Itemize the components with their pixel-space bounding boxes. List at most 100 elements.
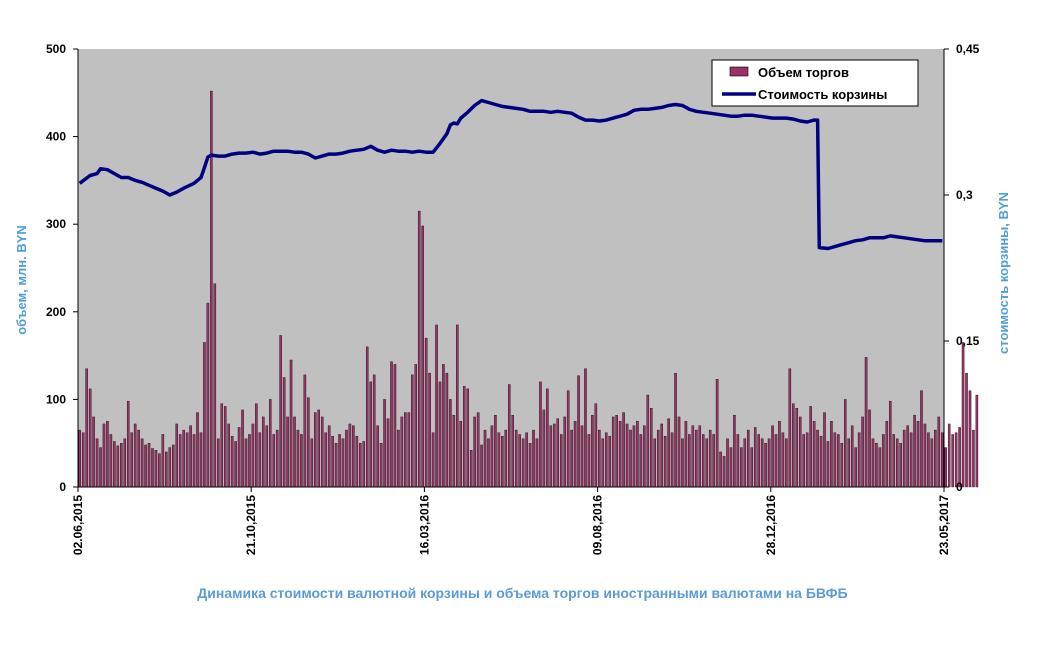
volume-bar <box>362 441 366 488</box>
volume-bar <box>126 400 130 488</box>
left-tick-label: 500 <box>46 42 66 56</box>
volume-bar <box>573 421 577 488</box>
volume-bar <box>476 412 480 488</box>
legend: Объем торгов Стоимость корзины <box>711 59 919 107</box>
volume-bar <box>501 436 504 488</box>
volume-bar <box>663 436 667 488</box>
volume-bar <box>802 434 805 488</box>
volume-bar <box>196 412 199 488</box>
volume-bar <box>798 416 802 488</box>
volume-bar <box>227 423 230 488</box>
volume-bar <box>729 447 733 488</box>
volume-bar <box>594 403 598 488</box>
volume-bar <box>646 394 650 488</box>
volume-bar <box>494 414 497 488</box>
volume-bar <box>660 423 663 488</box>
volume-bar <box>674 372 677 488</box>
volume-bar <box>102 423 106 488</box>
volume-bar <box>549 425 553 488</box>
volume-bar <box>636 421 639 488</box>
volume-bar <box>310 438 314 488</box>
volume-bar <box>133 423 137 488</box>
volume-bar <box>324 432 327 488</box>
volume-bar <box>639 434 643 488</box>
volume-bar <box>262 416 265 488</box>
volume-bar <box>788 368 792 488</box>
volume-bar <box>553 423 556 488</box>
volume-bar <box>383 399 386 488</box>
volume-bar <box>199 432 203 488</box>
volume-bar <box>279 335 282 488</box>
volume-bar <box>449 399 452 488</box>
chart-caption: Динамика стоимости валютной корзины и об… <box>197 585 848 601</box>
volume-bar <box>459 421 463 488</box>
volume-bar <box>930 438 934 488</box>
right-tick-label: 0,45 <box>956 42 980 56</box>
volume-bar <box>902 429 906 488</box>
volume-bar <box>632 425 636 488</box>
volume-bar <box>400 416 404 488</box>
volume-bar <box>937 416 941 488</box>
volume-bar <box>719 451 722 488</box>
volume-bar <box>670 432 674 488</box>
volume-bar <box>656 429 660 488</box>
volume-bar <box>715 379 719 488</box>
volume-bar <box>331 436 334 488</box>
x-tick-label: 16.03,2016 <box>417 495 431 555</box>
volume-bar <box>833 432 837 488</box>
volume-bar <box>130 432 133 488</box>
volume-bar <box>781 432 785 488</box>
volume-bar <box>625 423 629 488</box>
volume-bar <box>618 421 622 488</box>
volume-bar <box>275 429 279 488</box>
volume-bar <box>528 443 532 488</box>
volume-bar <box>847 438 850 488</box>
volume-bar <box>622 412 625 488</box>
volume-bar <box>611 416 615 488</box>
volume-bar <box>147 443 151 488</box>
volume-bar <box>702 434 705 488</box>
volume-bar <box>840 443 844 488</box>
volume-bar <box>650 407 653 488</box>
volume-bar <box>947 423 951 488</box>
volume-bar <box>736 434 740 488</box>
left-axis-ticks: 0 100 200 300 400 500 <box>46 42 78 494</box>
volume-bar <box>868 409 871 488</box>
volume-bar <box>369 381 372 488</box>
volume-bar <box>452 414 456 488</box>
volume-bar <box>365 346 369 488</box>
axes <box>77 49 945 488</box>
volume-bar <box>120 443 123 488</box>
volume-bar <box>743 438 747 488</box>
volume-bar <box>823 412 826 488</box>
volume-bar <box>830 421 833 488</box>
volume-bar <box>965 372 968 488</box>
volume-bar <box>705 438 708 488</box>
volume-bar <box>837 434 840 488</box>
volume-bar <box>203 342 206 488</box>
volume-bar <box>684 421 688 488</box>
volume-bar <box>958 427 961 488</box>
volume-bar <box>535 438 539 488</box>
volume-bar <box>563 416 566 488</box>
volume-bar <box>681 438 684 488</box>
volume-bar <box>487 438 490 488</box>
volume-bar <box>747 429 750 488</box>
volume-bar <box>334 443 338 488</box>
volume-bar <box>882 434 885 488</box>
volume-bar <box>514 429 518 488</box>
volume-bar <box>497 432 501 488</box>
volume-bar <box>954 432 958 488</box>
volume-bar <box>916 421 920 488</box>
volume-bar <box>286 416 289 488</box>
volume-bar <box>559 434 563 488</box>
volume-bar <box>504 429 508 488</box>
volume-bar <box>293 416 296 488</box>
volume-bar <box>774 434 778 488</box>
volume-bar <box>899 443 902 488</box>
volume-bar <box>753 427 757 488</box>
volume-bar <box>165 451 168 488</box>
volume-bar <box>345 429 348 488</box>
left-tick-label: 200 <box>46 305 66 319</box>
